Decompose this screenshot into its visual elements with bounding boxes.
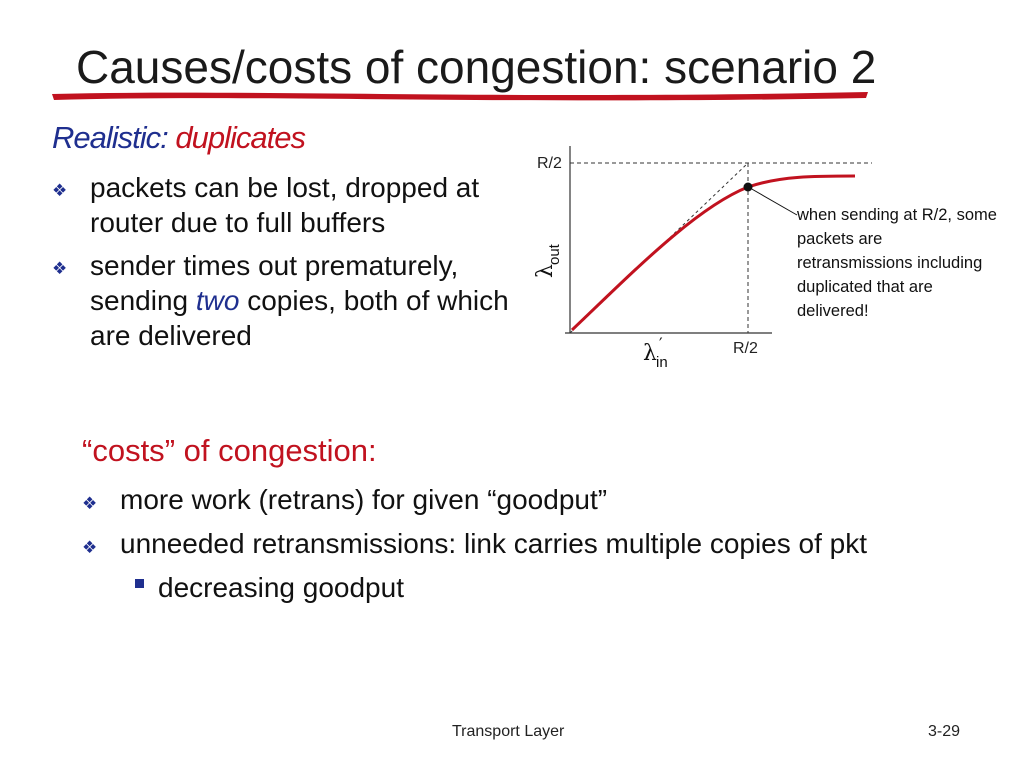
costs-open-quote: “ — [82, 433, 93, 468]
bullet-text-pre: sender times out prematurely, sending — [90, 250, 459, 316]
costs-item-text: more work (retrans) for given “goodput” — [120, 484, 608, 515]
bullet-text: packets can be lost, dropped at router d… — [90, 172, 480, 238]
y-axis-label-symbol: λ — [533, 264, 558, 278]
square-bullet-icon — [135, 579, 144, 589]
page-number: 3-29 — [928, 723, 961, 740]
diamond-bullet-icon: ❖ — [82, 538, 98, 557]
costs-item-text: unneeded retransmissions: link carries m… — [120, 528, 868, 559]
operating-point-marker — [743, 182, 753, 192]
subheading-prefix: Realistic: — [52, 120, 169, 155]
diamond-bullet-icon: ❖ — [52, 181, 68, 200]
ideal-diagonal-guide — [569, 162, 749, 334]
bullet-text-emphasis: two — [195, 285, 240, 316]
footer-label: Transport Layer — [452, 723, 565, 740]
bullet-list-item: ❖ packets can be lost, dropped at router… — [52, 170, 522, 240]
costs-list-item: ❖ unneeded retransmissions: link carries… — [82, 526, 867, 562]
throughput-chart: R/2 R/2 λ in ′ λ out — [533, 146, 872, 371]
x-axis-label: λ in ′ — [643, 334, 668, 371]
x-axis-label-symbol: λ — [643, 341, 657, 366]
bullet-text-post: copies, both of which are delivered — [90, 285, 509, 351]
subheading-suffix: duplicates — [175, 120, 306, 155]
y-axis-label: λ out — [533, 243, 563, 278]
costs-sub-item-text: decreasing goodput — [158, 572, 404, 603]
costs-heading: “costs” of congestion: — [82, 433, 377, 469]
y-tick-label: R/2 — [537, 155, 562, 172]
costs-heading-rest: of congestion: — [175, 433, 377, 468]
costs-list-item: ❖ more work (retrans) for given “goodput… — [82, 482, 607, 518]
annotation-leader — [749, 187, 798, 216]
x-axis-label-subscript: in — [656, 354, 668, 371]
diamond-bullet-icon: ❖ — [52, 259, 68, 278]
x-axis-label-mark: ′ — [659, 334, 663, 353]
costs-sub-item: decreasing goodput — [135, 570, 404, 606]
slide-title: Causes/costs of congestion: scenario 2 — [76, 41, 877, 93]
y-axis-label-subscript: out — [546, 243, 563, 265]
title-underline — [52, 92, 868, 101]
diamond-bullet-icon: ❖ — [82, 494, 98, 513]
chart-annotation: when sending at R/2, some packets are re… — [797, 206, 997, 320]
bullet-list-item: ❖ sender times out prematurely, sending … — [52, 248, 522, 353]
goodput-curve — [570, 174, 856, 332]
costs-close-quote: ” — [164, 433, 176, 468]
subheading: Realistic: duplicates — [52, 120, 306, 156]
costs-word: costs — [92, 433, 165, 468]
x-tick-label: R/2 — [733, 340, 758, 357]
